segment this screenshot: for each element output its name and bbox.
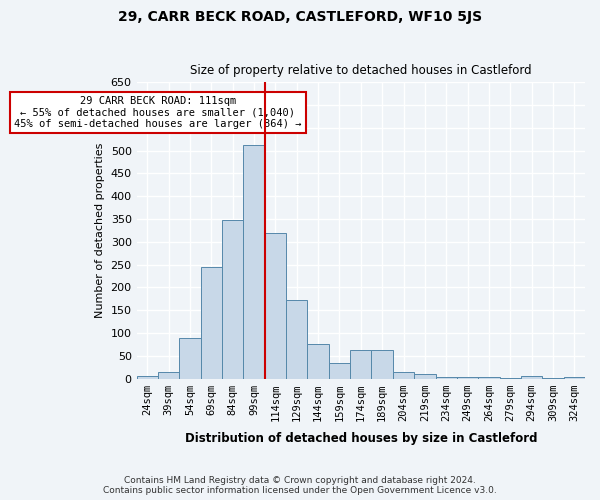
Bar: [244, 145, 265, 378]
Bar: [371, 350, 393, 378]
Bar: [563, 377, 585, 378]
X-axis label: Distribution of detached houses by size in Castleford: Distribution of detached houses by size …: [185, 432, 537, 445]
Bar: [329, 364, 350, 378]
Bar: [137, 376, 158, 378]
Text: 29 CARR BECK ROAD: 111sqm
← 55% of detached houses are smaller (1,040)
45% of se: 29 CARR BECK ROAD: 111sqm ← 55% of detac…: [14, 96, 302, 129]
Text: 29, CARR BECK ROAD, CASTLEFORD, WF10 5JS: 29, CARR BECK ROAD, CASTLEFORD, WF10 5JS: [118, 10, 482, 24]
Bar: [158, 372, 179, 378]
Bar: [478, 376, 500, 378]
Bar: [393, 372, 414, 378]
Bar: [200, 267, 222, 378]
Bar: [521, 376, 542, 378]
Bar: [414, 374, 436, 378]
Title: Size of property relative to detached houses in Castleford: Size of property relative to detached ho…: [190, 64, 532, 77]
Bar: [350, 350, 371, 378]
Bar: [457, 376, 478, 378]
Bar: [222, 220, 244, 378]
Bar: [436, 376, 457, 378]
Y-axis label: Number of detached properties: Number of detached properties: [95, 142, 105, 318]
Text: Contains HM Land Registry data © Crown copyright and database right 2024.
Contai: Contains HM Land Registry data © Crown c…: [103, 476, 497, 495]
Bar: [179, 338, 200, 378]
Bar: [286, 300, 307, 378]
Bar: [307, 344, 329, 378]
Bar: [265, 232, 286, 378]
